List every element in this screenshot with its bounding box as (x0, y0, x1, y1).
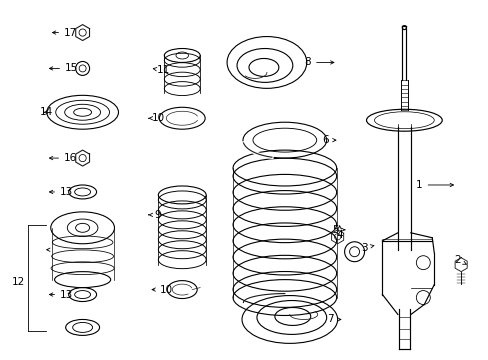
Text: 1: 1 (415, 180, 452, 190)
Text: 14: 14 (40, 107, 53, 117)
Text: 3: 3 (361, 243, 373, 253)
Text: 15: 15 (49, 63, 78, 73)
Text: 8: 8 (304, 58, 333, 67)
Text: 2: 2 (453, 255, 466, 265)
Text: 4: 4 (336, 226, 342, 240)
Text: 12: 12 (12, 276, 25, 287)
Text: 11: 11 (153, 66, 170, 76)
Text: 5: 5 (332, 225, 344, 235)
Text: 16: 16 (49, 153, 77, 163)
Text: 13: 13 (49, 187, 73, 197)
Text: 7: 7 (326, 314, 340, 324)
Text: 10: 10 (148, 113, 164, 123)
Text: 6: 6 (322, 135, 335, 145)
Text: 9: 9 (148, 210, 161, 220)
Text: 17: 17 (52, 28, 77, 37)
Text: 13: 13 (49, 289, 73, 300)
Text: 10: 10 (152, 284, 173, 294)
